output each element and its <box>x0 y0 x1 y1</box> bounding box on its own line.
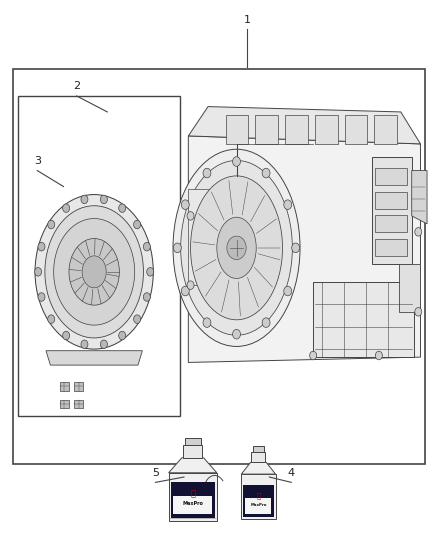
Text: 2: 2 <box>73 82 80 91</box>
Circle shape <box>284 286 292 296</box>
Ellipse shape <box>191 176 283 320</box>
Ellipse shape <box>35 195 153 349</box>
Bar <box>60 382 69 391</box>
Circle shape <box>415 308 422 316</box>
Bar <box>169 473 217 521</box>
Circle shape <box>187 281 194 289</box>
Circle shape <box>63 204 70 212</box>
Ellipse shape <box>82 256 106 288</box>
Text: 5: 5 <box>152 468 159 478</box>
Circle shape <box>284 200 292 209</box>
Bar <box>173 496 212 514</box>
Circle shape <box>81 195 88 204</box>
Ellipse shape <box>45 206 143 338</box>
Bar <box>226 115 248 144</box>
Bar <box>188 189 226 285</box>
Polygon shape <box>169 458 217 473</box>
Circle shape <box>181 286 189 296</box>
Bar <box>171 482 215 518</box>
Circle shape <box>48 315 55 324</box>
Circle shape <box>48 220 55 229</box>
Ellipse shape <box>69 238 119 305</box>
Bar <box>243 484 274 517</box>
Circle shape <box>310 351 317 360</box>
Circle shape <box>134 315 141 324</box>
Bar <box>372 157 412 264</box>
Bar <box>60 400 69 408</box>
Ellipse shape <box>180 160 293 335</box>
Circle shape <box>227 236 246 260</box>
Circle shape <box>100 340 107 349</box>
Circle shape <box>415 228 422 236</box>
Bar <box>183 445 202 458</box>
Polygon shape <box>241 462 276 474</box>
Polygon shape <box>412 171 427 224</box>
Circle shape <box>292 243 300 253</box>
Bar <box>13 69 425 464</box>
Polygon shape <box>188 136 420 362</box>
Bar <box>285 115 308 144</box>
Text: 1: 1 <box>244 15 251 25</box>
Circle shape <box>181 200 189 209</box>
Circle shape <box>81 340 88 349</box>
Ellipse shape <box>217 217 256 278</box>
Polygon shape <box>46 351 142 365</box>
Bar <box>399 264 420 312</box>
Text: MaxPro: MaxPro <box>250 503 267 507</box>
Bar <box>313 282 414 357</box>
Bar <box>345 115 367 144</box>
Text: Ⓜ: Ⓜ <box>256 492 261 499</box>
Bar <box>185 438 201 445</box>
Bar <box>375 192 407 209</box>
Circle shape <box>262 168 270 178</box>
Circle shape <box>375 351 382 360</box>
Circle shape <box>147 268 154 276</box>
Ellipse shape <box>53 219 135 325</box>
Text: Ⓜ: Ⓜ <box>190 490 195 498</box>
Bar <box>375 215 407 232</box>
Bar <box>315 115 338 144</box>
Bar <box>245 498 271 514</box>
Circle shape <box>143 243 150 251</box>
Polygon shape <box>188 107 420 144</box>
Circle shape <box>203 168 211 178</box>
Circle shape <box>134 220 141 229</box>
Circle shape <box>35 268 42 276</box>
Circle shape <box>233 157 240 166</box>
Ellipse shape <box>173 149 300 346</box>
Text: MaxPro: MaxPro <box>182 501 203 506</box>
Bar <box>255 115 278 144</box>
Bar <box>251 452 265 462</box>
Circle shape <box>143 293 150 301</box>
Bar <box>375 168 407 185</box>
Circle shape <box>187 212 194 220</box>
Circle shape <box>100 195 107 204</box>
Bar <box>374 115 397 144</box>
Circle shape <box>63 332 70 340</box>
Circle shape <box>38 293 45 301</box>
Circle shape <box>233 329 240 339</box>
Circle shape <box>119 204 126 212</box>
Text: 4: 4 <box>288 468 295 478</box>
Circle shape <box>173 243 181 253</box>
Text: 3: 3 <box>34 156 41 166</box>
Bar <box>375 239 407 256</box>
Bar <box>241 474 276 519</box>
Circle shape <box>262 318 270 327</box>
Bar <box>253 446 264 451</box>
Bar <box>18 96 180 416</box>
Bar <box>74 382 83 391</box>
Circle shape <box>119 332 126 340</box>
Circle shape <box>38 243 45 251</box>
Bar <box>74 400 83 408</box>
Circle shape <box>203 318 211 327</box>
